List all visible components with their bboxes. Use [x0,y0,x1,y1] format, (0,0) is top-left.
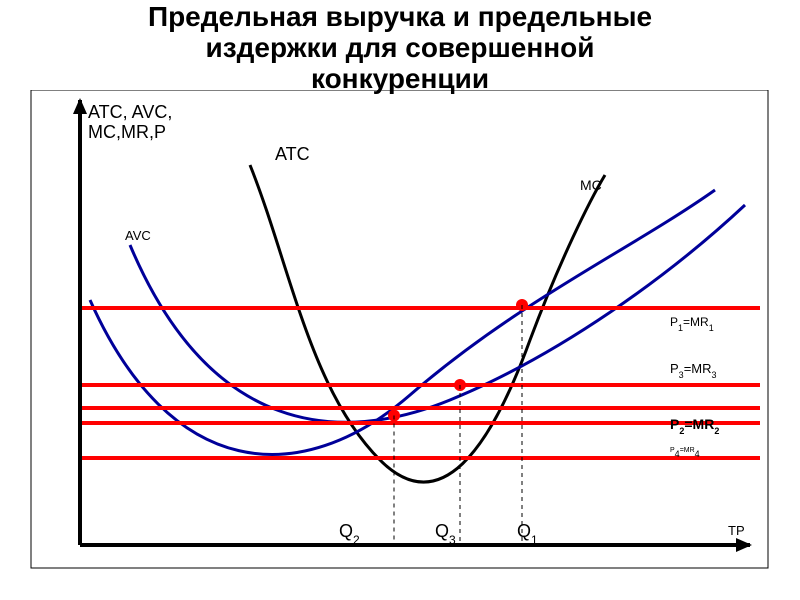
atc-label: ATC [275,144,310,164]
p3-label: P3=MR3 [670,361,717,380]
avc-label: AVC [125,228,151,243]
figure-frame: Предельная выручка и предельныеиздержки … [0,0,800,600]
y-axis-arrow [73,98,87,114]
chart-title: Предельная выручка и предельныеиздержки … [0,2,800,94]
p2-label: P2=MR2 [670,416,719,436]
chart-border [31,90,768,568]
p1-label: P1=MR1 [670,315,714,333]
x-axis-label: TP [728,523,745,538]
avc-curve [130,205,745,422]
chart-svg: ATC, AVC,MC,MR,P TP ATC MC AVC P1=MR1 P3=MR3 P2… [30,90,770,570]
x-axis-arrow [736,538,752,552]
mc-curve [250,165,605,482]
mc-label: MC [580,177,602,193]
chart-area: ATC, AVC,MC,MR,P TP ATC MC AVC P1=MR1 P3=MR3 P2… [30,90,770,570]
y-axis-label: ATC, AVC,MC,MR,P [88,102,172,142]
